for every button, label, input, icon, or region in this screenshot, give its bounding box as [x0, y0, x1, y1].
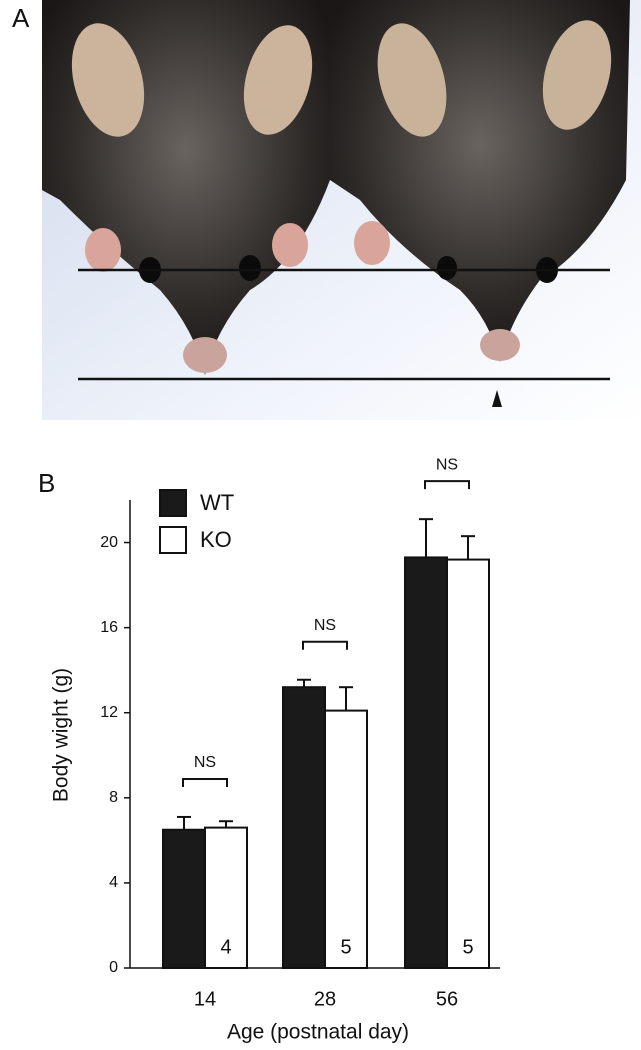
y-tick-label: 4 [109, 874, 118, 891]
y-tick-label: 20 [100, 534, 118, 551]
bar [446, 558, 490, 970]
arrowhead [492, 390, 502, 407]
significance-bracket [302, 640, 348, 650]
significance-label: NS [314, 617, 336, 634]
y-tick-label: 12 [100, 704, 118, 721]
y-tick-label: 16 [100, 619, 118, 636]
significance-bracket [424, 480, 470, 490]
sample-size: 5 [462, 936, 473, 958]
bar-chart: 0 4 8 12 16 20 14 4 NS 28 5 NS 56 5 NS WT KO Age (postnat… [50, 456, 500, 1044]
significance-label: NS [194, 754, 216, 771]
x-tick-label: 56 [436, 988, 458, 1010]
panel-label: A [12, 3, 30, 33]
legend-swatch [159, 526, 187, 554]
legend-swatch [159, 489, 187, 517]
y-tick-label: 0 [109, 959, 118, 976]
sample-size: 4 [220, 936, 231, 958]
x-tick-label: 28 [314, 988, 336, 1010]
y-tick-label: 8 [109, 789, 118, 806]
sample-size: 5 [340, 936, 351, 958]
panel-label: B [38, 468, 55, 498]
bar [162, 828, 206, 970]
legend-label: KO [200, 527, 232, 552]
photo [42, 0, 641, 420]
significance-label: NS [436, 456, 458, 473]
significance-bracket [182, 777, 228, 787]
mouse-ko [330, 0, 630, 362]
legend-label: WT [200, 490, 234, 515]
x-axis-label: Age (postnatal day) [227, 1021, 409, 1044]
bar [404, 556, 448, 969]
x-tick-label: 14 [194, 988, 216, 1010]
y-axis-label: Body wight (g) [50, 668, 73, 802]
bar [324, 709, 368, 969]
bar [204, 826, 248, 969]
bar [282, 686, 326, 969]
